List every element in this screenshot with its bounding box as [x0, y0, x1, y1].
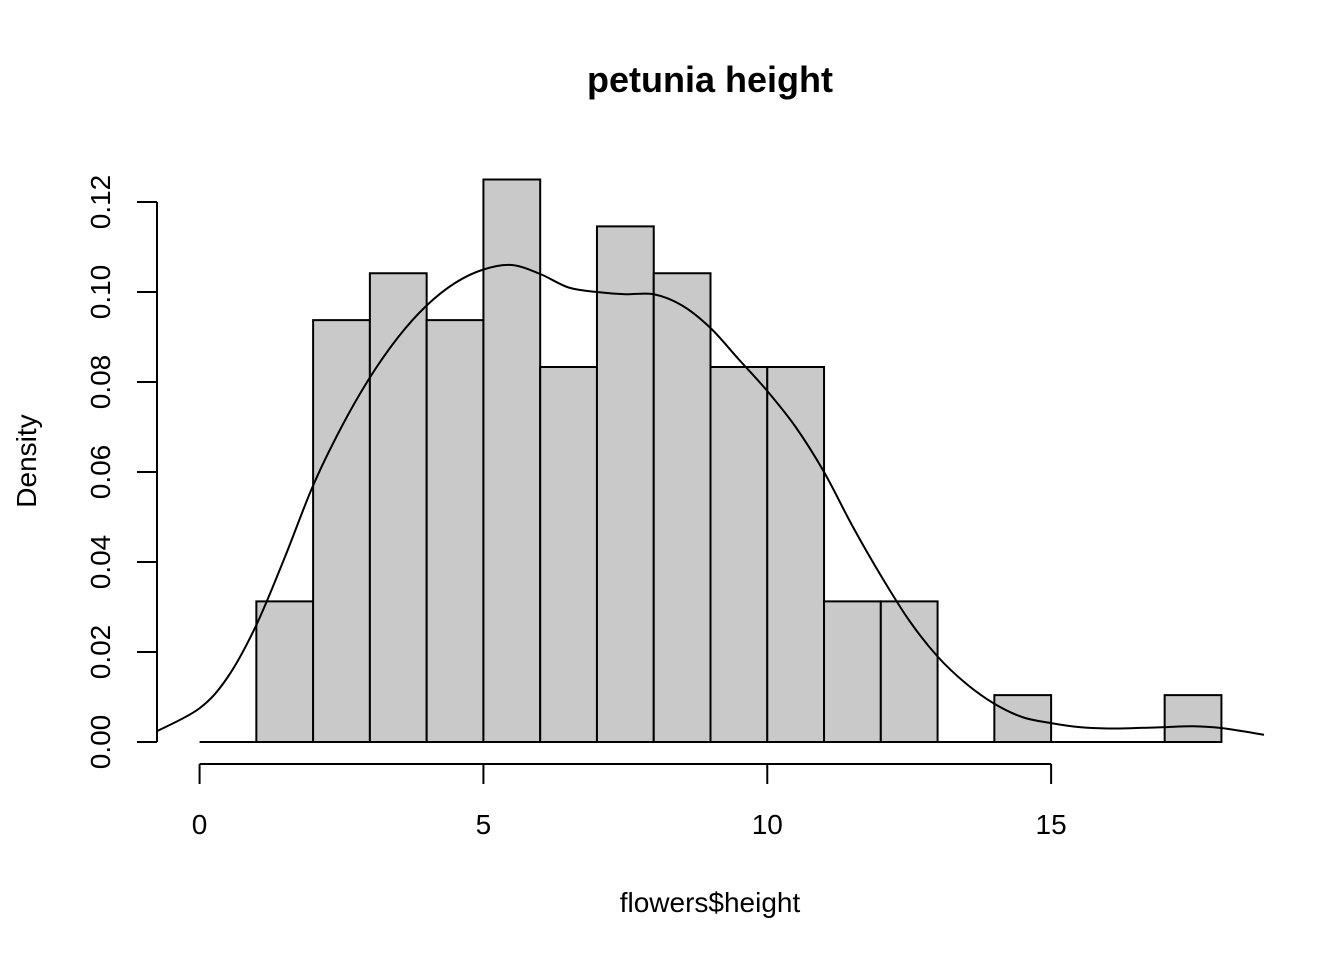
x-tick-label-0: 0	[192, 809, 208, 840]
histogram-bar-17	[1163, 694, 1223, 744]
histogram-bar-6	[539, 366, 598, 743]
y-axis-label: Density	[11, 414, 42, 507]
histogram-bar-8	[652, 272, 712, 743]
x-axis-label: flowers$height	[620, 887, 801, 918]
histogram-bar-14	[993, 694, 1053, 744]
x-axis: 0 5 10 15	[192, 763, 1067, 840]
histogram-bar-10	[766, 366, 826, 743]
x-tick-label-2: 10	[752, 809, 783, 840]
y-tick-label-1: 0.02	[85, 625, 116, 680]
histogram-bar-4	[425, 319, 485, 743]
y-axis: 0.00 0.02 0.04 0.06 0.08 0.10 0.12	[85, 175, 158, 770]
y-tick-label-4: 0.08	[85, 355, 116, 410]
histogram-bar-1	[255, 600, 315, 743]
histogram-bar-12	[879, 600, 939, 743]
histogram-bar-11	[823, 600, 882, 743]
y-tick-label-2: 0.04	[85, 535, 116, 590]
y-tick-label-0: 0.00	[85, 715, 116, 770]
density-curve	[156, 263, 1265, 736]
x-tick-label-3: 15	[1036, 809, 1067, 840]
y-tick-label-5: 0.10	[85, 265, 116, 320]
histogram-bar-7	[595, 225, 655, 744]
histogram-bar-9	[709, 366, 769, 743]
y-tick-label-6: 0.12	[85, 175, 116, 230]
histogram-bar-5	[482, 178, 542, 743]
histogram-bar-3	[368, 272, 428, 743]
x-tick-label-1: 5	[476, 809, 492, 840]
bars-group	[199, 178, 1223, 744]
chart-title: petunia height	[587, 59, 833, 100]
y-tick-label-3: 0.06	[85, 445, 116, 500]
histogram-bar-2	[312, 319, 371, 743]
